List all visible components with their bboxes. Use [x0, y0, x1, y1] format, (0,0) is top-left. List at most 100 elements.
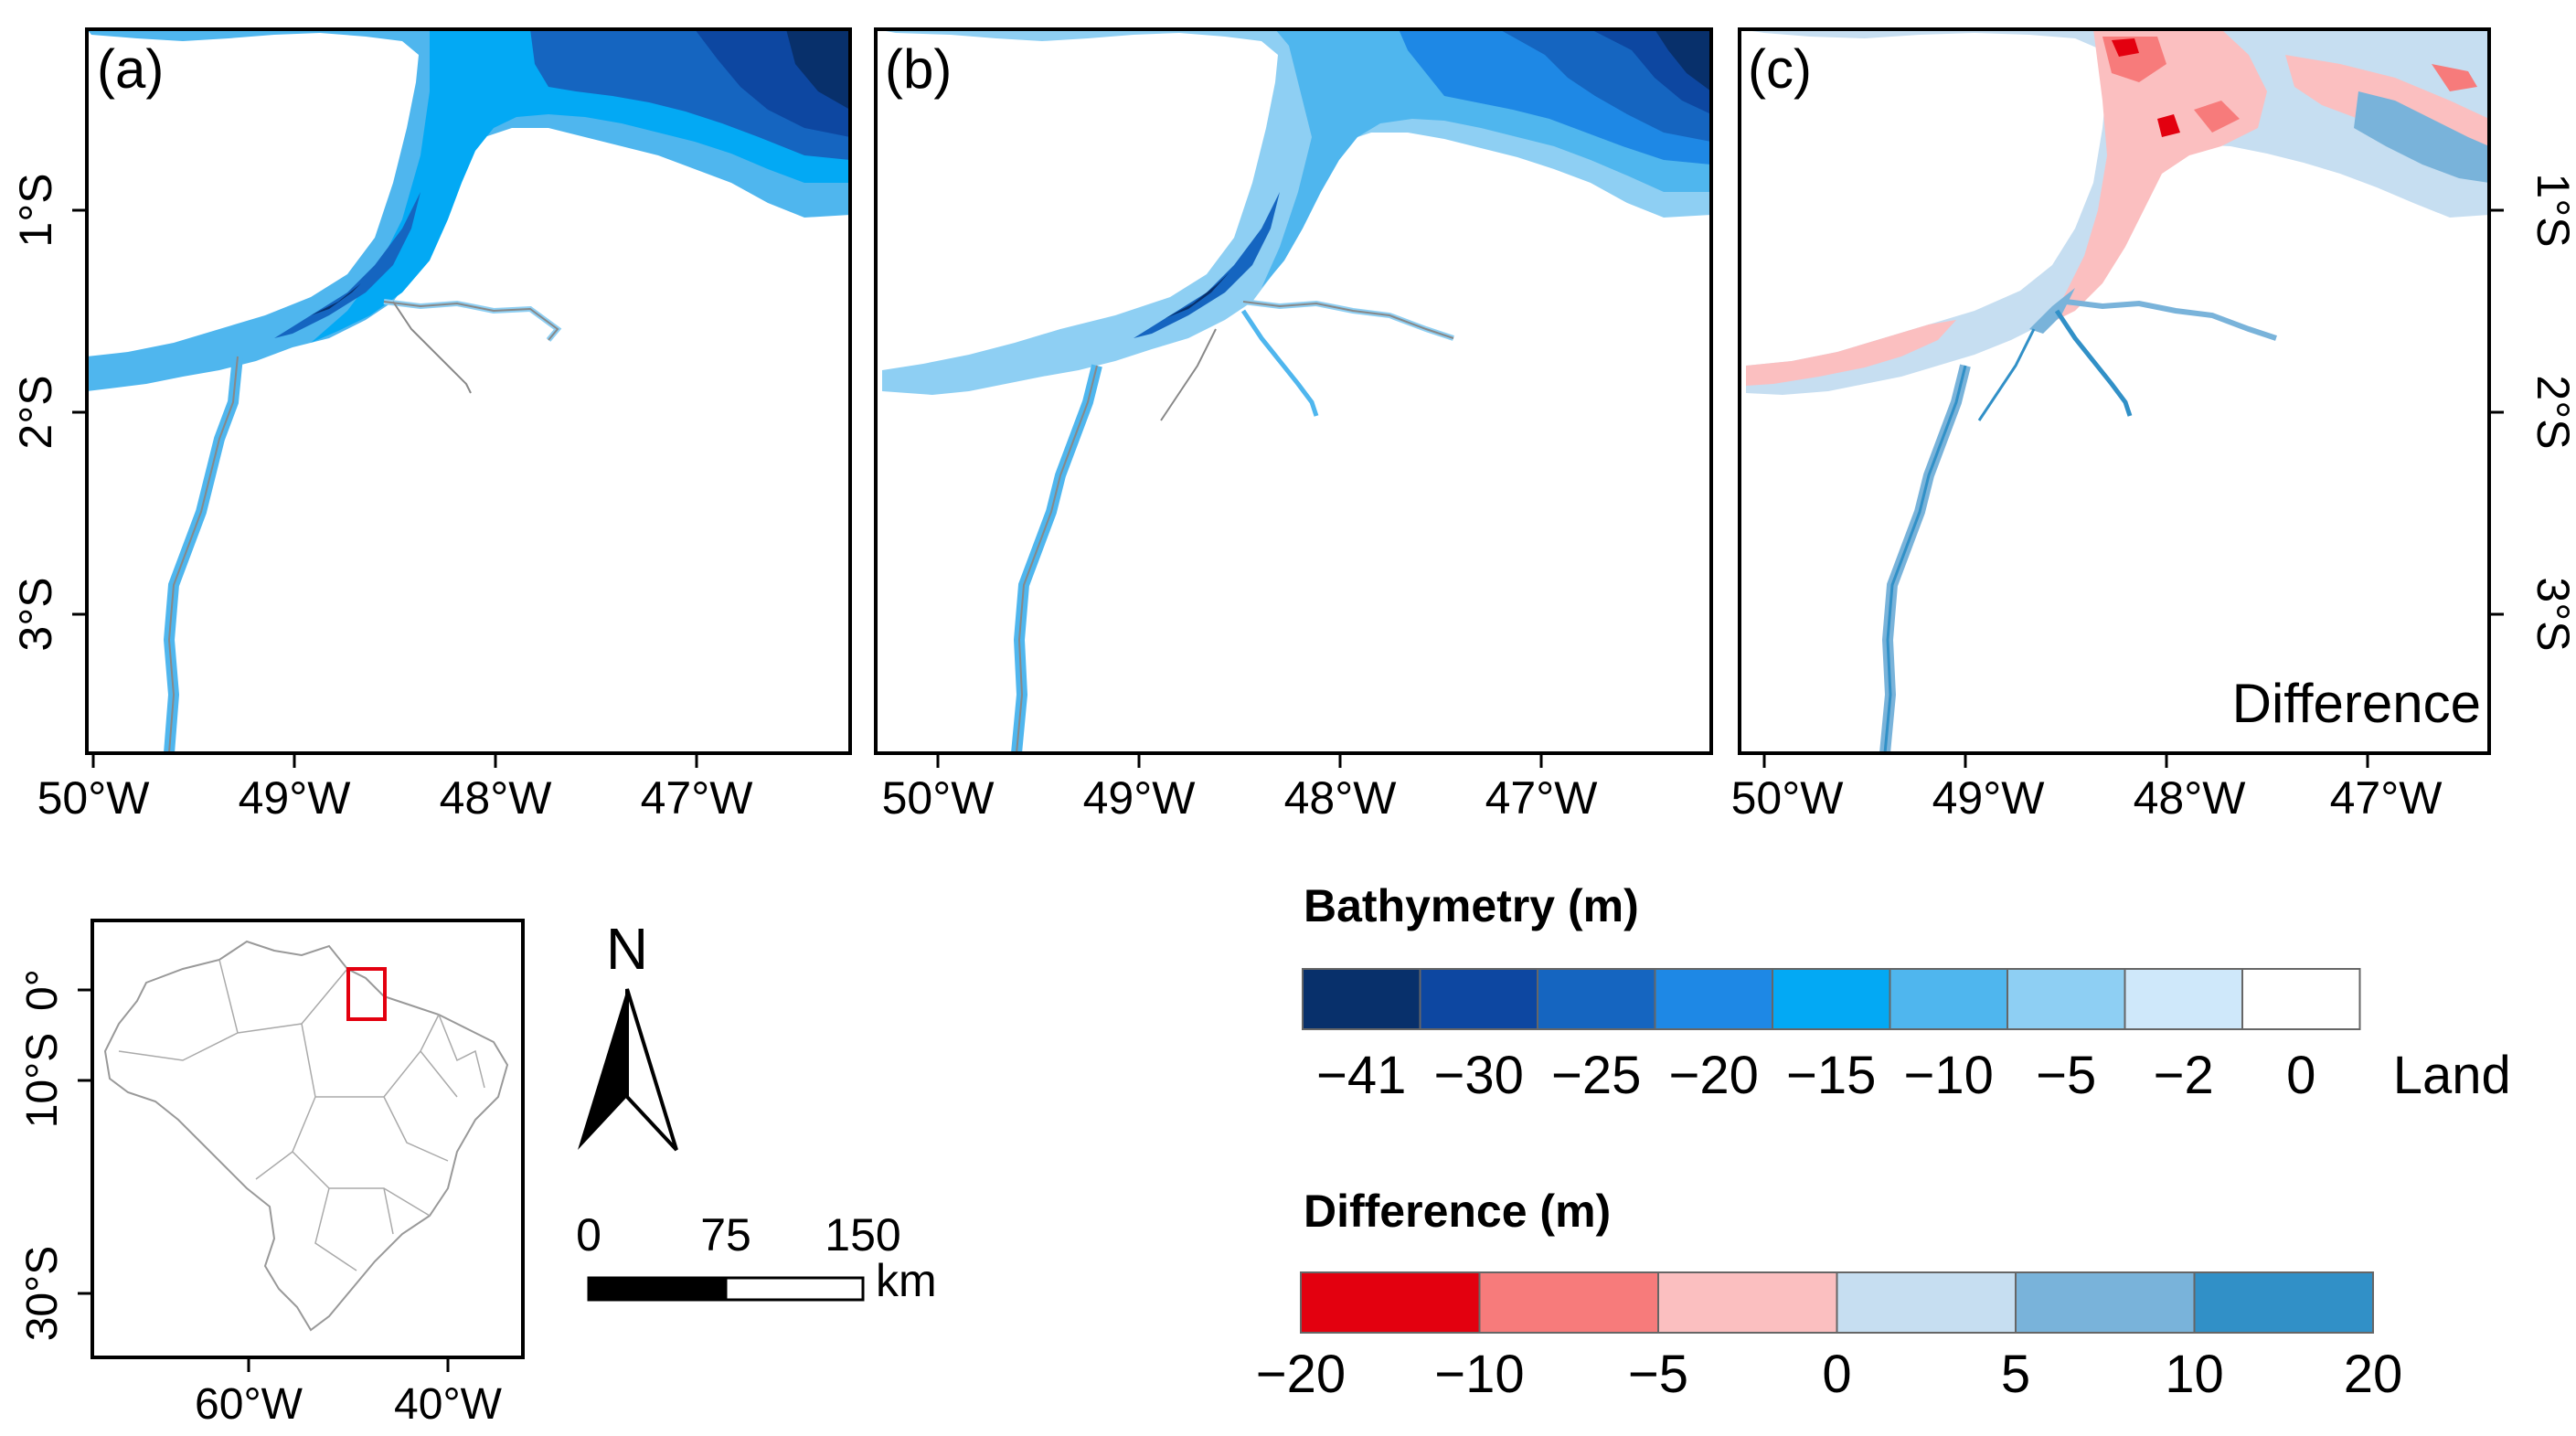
x-axis-panel-a: [91, 753, 698, 768]
difference-legend-swatch-1: [1478, 1271, 1659, 1334]
panel-c-map: [1738, 27, 2491, 755]
x-tick-c-48w: 48°W: [2134, 772, 2247, 824]
diff-light-red-3: [1746, 320, 1956, 386]
diff-tributary-3: [2054, 309, 2133, 417]
y-tick-left-1s: 1°S: [10, 173, 61, 247]
bathymetry-legend-label-5: −10: [1904, 1046, 1994, 1105]
x-tick-b-50w: 50°W: [882, 772, 995, 824]
difference-legend-label-6: 20: [2344, 1345, 2403, 1404]
difference-legend-swatch-2: [1657, 1271, 1838, 1334]
north-arrow-label: N: [606, 916, 648, 982]
diff-light-red: [2048, 29, 2267, 324]
bathymetry-legend-label-8: 0: [2286, 1046, 2315, 1105]
panel-b-map: [874, 27, 1713, 755]
scale-bar: [587, 1276, 865, 1302]
inset-y-tick-30s: 30°S: [18, 1246, 67, 1342]
x-tick-a-50w: 50°W: [37, 772, 151, 824]
y-axis-left: [72, 208, 87, 616]
bathymetry-legend-swatch-7: [2124, 968, 2243, 1030]
scale-unit: km: [876, 1255, 937, 1306]
scale-label-0: 0: [576, 1209, 601, 1260]
panel-a-label: (a): [97, 38, 164, 100]
bathymetry-legend-swatch-8: [2241, 968, 2361, 1030]
bathymetry-legend-swatch-2: [1537, 968, 1656, 1030]
diff-tributary-1-edge: [1883, 365, 1967, 753]
scale-label-150: 150: [825, 1209, 900, 1260]
difference-legend-title: Difference (m): [1304, 1186, 1611, 1237]
bathymetry-legend-label-1: −30: [1434, 1046, 1524, 1105]
panel-c-label: (c): [1748, 38, 1812, 100]
inset-map: [78, 919, 525, 1372]
x-tick-a-47w: 47°W: [641, 772, 754, 824]
tributary-1-edge: [167, 356, 239, 753]
diff-tributary-2: [2065, 299, 2277, 341]
inset-x-tick-60w: 60°W: [195, 1380, 303, 1429]
bathymetry-legend-label-7: −2: [2154, 1046, 2214, 1105]
bathymetry-legend-title: Bathymetry (m): [1304, 880, 1639, 931]
bathymetry-legend-label-2: −25: [1551, 1046, 1641, 1105]
y-tick-left-3s: 3°S: [10, 577, 61, 651]
y-axis-right: [2489, 208, 2504, 616]
inset-y-tick-10s: 10°S: [18, 1033, 67, 1129]
bathymetry-legend-label-4: −15: [1786, 1046, 1876, 1105]
difference-legend-swatch-3: [1836, 1271, 2017, 1334]
x-tick-b-48w: 48°W: [1284, 772, 1398, 824]
y-tick-right-2s: 2°S: [2528, 375, 2576, 449]
ocean-deepest: [786, 29, 850, 110]
diff-red: [2112, 38, 2139, 57]
difference-legend-swatch-5: [2193, 1271, 2374, 1334]
brazil-outline: [103, 940, 509, 1332]
tributary-4: [1160, 328, 1217, 421]
tributary-2-edge: [1242, 301, 1454, 339]
tributary-1-edge: [1016, 365, 1098, 753]
diff-mid-blue-2: [2029, 288, 2075, 334]
diff-mid-red-3: [2432, 64, 2477, 91]
difference-legend-swatch-0: [1300, 1271, 1481, 1334]
channel-deep: [274, 192, 420, 338]
panel-a-map: [85, 27, 852, 755]
bathymetry-legend-swatch-3: [1654, 968, 1773, 1030]
tributary-3: [392, 301, 472, 394]
x-tick-a-48w: 48°W: [440, 772, 553, 824]
scale-label-75: 75: [700, 1209, 751, 1260]
state-borders: [118, 959, 485, 1271]
difference-legend-bar: [1300, 1271, 2374, 1334]
difference-legend-label-1: −10: [1434, 1345, 1524, 1404]
diff-mid-blue: [2354, 91, 2489, 183]
tributary-2-edge: [383, 301, 559, 341]
bathymetry-legend-swatch-4: [1772, 968, 1891, 1030]
tributary-3: [1240, 309, 1319, 417]
north-arrow: [578, 988, 678, 1152]
difference-legend-label-4: 5: [2001, 1345, 2030, 1404]
panel-b-label: (b): [885, 38, 952, 100]
bathymetry-legend-swatch-1: [1419, 968, 1538, 1030]
x-tick-c-50w: 50°W: [1731, 772, 1845, 824]
x-tick-b-47w: 47°W: [1485, 772, 1599, 824]
inset-x-tick-40w: 40°W: [394, 1380, 503, 1429]
channel-deep: [1134, 192, 1280, 338]
bathymetry-legend-label-0: −41: [1316, 1046, 1406, 1105]
y-tick-right-3s: 3°S: [2528, 577, 2576, 651]
diff-mid-red-2: [2194, 101, 2240, 133]
x-tick-a-49w: 49°W: [239, 772, 352, 824]
difference-legend-label-5: 10: [2165, 1345, 2224, 1404]
x-axis-panel-c: [1762, 753, 2369, 768]
diff-red-2: [2157, 114, 2180, 137]
difference-legend-label-0: −20: [1256, 1345, 1346, 1404]
y-tick-right-1s: 1°S: [2528, 173, 2576, 247]
study-area-box: [346, 967, 387, 1021]
bathymetry-legend-bar: [1302, 968, 2361, 1030]
y-tick-left-2s: 2°S: [10, 375, 61, 449]
difference-legend-labels: −20 −10 −5 0 5 10 20: [1256, 1345, 2402, 1404]
bathymetry-legend-label-3: −20: [1669, 1046, 1759, 1105]
difference-legend-label-3: 0: [1822, 1345, 1851, 1404]
ocean-deepest: [1655, 29, 1711, 91]
x-tick-b-49w: 49°W: [1083, 772, 1197, 824]
bathymetry-legend-swatch-6: [2007, 968, 2126, 1030]
x-axis-panel-b: [936, 753, 1543, 768]
x-tick-c-49w: 49°W: [1932, 772, 2046, 824]
difference-legend-label-2: −5: [1628, 1345, 1688, 1404]
panel-c-corner-text: Difference: [2232, 673, 2481, 734]
bathymetry-legend-swatch-5: [1889, 968, 2008, 1030]
